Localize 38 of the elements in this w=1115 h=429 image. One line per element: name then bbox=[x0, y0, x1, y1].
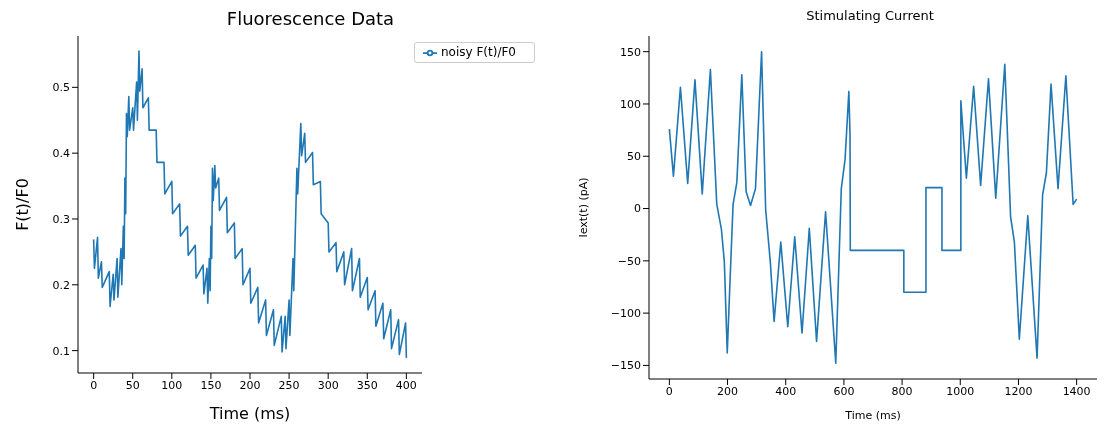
x-axis-title: Time (ms) bbox=[208, 404, 291, 423]
y-tick-label: 0.5 bbox=[52, 81, 70, 95]
y-tick-label: 0.1 bbox=[52, 344, 70, 358]
y-tick-label: −150 bbox=[610, 359, 641, 373]
x-tick-label: 600 bbox=[833, 384, 855, 398]
x-tick-label: 50 bbox=[125, 378, 140, 392]
x-tick-label: 300 bbox=[317, 378, 339, 392]
x-axis-title: Time (ms) bbox=[844, 409, 901, 422]
chart-title: Fluorescence Data bbox=[225, 8, 396, 31]
y-tick-label: 0.2 bbox=[52, 278, 70, 292]
x-tick-label: 800 bbox=[891, 384, 913, 398]
y-tick-label: 0.3 bbox=[52, 212, 70, 226]
x-tick-label: 1000 bbox=[946, 384, 975, 398]
legend-label: noisy F(t)/F0 bbox=[441, 45, 516, 59]
x-tick-label: 0 bbox=[90, 378, 98, 392]
y-tick-label: 100 bbox=[620, 97, 641, 111]
x-tick-label: 400 bbox=[395, 378, 417, 392]
x-tick-label: 100 bbox=[161, 378, 183, 392]
y-axis-title: F(t)/F0 bbox=[12, 178, 32, 231]
x-tick-label: 1200 bbox=[1004, 384, 1033, 398]
x-tick-label: 400 bbox=[775, 384, 797, 398]
y-tick-label: 0.4 bbox=[52, 147, 70, 161]
line-series bbox=[92, 50, 408, 359]
x-tick-label: 1400 bbox=[1062, 384, 1091, 398]
x-tick-label: 350 bbox=[356, 378, 378, 392]
chart-title: Stimulating Current bbox=[805, 8, 935, 25]
y-tick-label: 0 bbox=[634, 202, 641, 216]
line-series bbox=[668, 50, 1078, 365]
y-tick-label: −50 bbox=[617, 254, 641, 268]
x-tick-label: 150 bbox=[200, 378, 222, 392]
y-tick-label: 50 bbox=[627, 150, 641, 164]
y-tick-label: 150 bbox=[620, 45, 641, 59]
x-tick-label: 200 bbox=[239, 378, 261, 392]
x-tick-label: 0 bbox=[665, 384, 673, 398]
x-tick-label: 250 bbox=[278, 378, 300, 392]
y-tick-label: −100 bbox=[610, 307, 641, 321]
y-axis-title: Iext(t) (pA) bbox=[576, 177, 590, 238]
x-tick-label: 200 bbox=[717, 384, 739, 398]
